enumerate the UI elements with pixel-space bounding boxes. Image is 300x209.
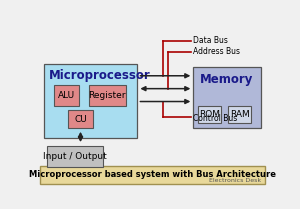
Bar <box>47 146 103 167</box>
Text: Microprocessor based system with Bus Architecture: Microprocessor based system with Bus Arc… <box>29 170 276 179</box>
Bar <box>68 110 93 128</box>
Bar <box>198 106 221 123</box>
Text: Input / Output: Input / Output <box>43 152 106 161</box>
Text: Control Bus: Control Bus <box>193 114 238 123</box>
Text: Data Bus: Data Bus <box>193 36 228 45</box>
Bar <box>44 64 137 138</box>
Text: ALU: ALU <box>58 90 75 99</box>
Bar <box>54 85 79 106</box>
Text: Memory: Memory <box>200 73 254 86</box>
Bar <box>228 106 251 123</box>
Text: Microprocessor: Microprocessor <box>49 69 151 82</box>
Text: Electronics Desk: Electronics Desk <box>208 178 261 183</box>
Text: RAM: RAM <box>230 110 250 119</box>
Bar <box>193 67 261 128</box>
Text: Address Bus: Address Bus <box>193 47 240 56</box>
Bar <box>89 85 126 106</box>
Text: Register: Register <box>88 90 126 99</box>
Text: CU: CU <box>74 115 87 124</box>
Bar <box>40 166 266 184</box>
Text: ROM: ROM <box>199 110 220 119</box>
